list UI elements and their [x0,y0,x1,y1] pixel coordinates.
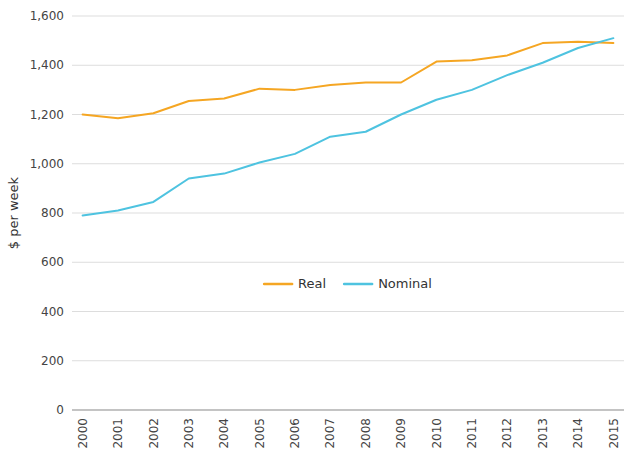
x-tick-label: 2014 [571,418,585,449]
x-tick-label: 2004 [217,418,231,449]
y-tick-label: 200 [41,354,64,368]
x-tick-label: 2006 [288,418,302,449]
grid-line [72,410,624,411]
legend-swatch [264,283,292,286]
legend-swatch [344,283,372,286]
grid-line [72,65,624,66]
legend-label: Real [298,276,326,291]
y-tick-label: 400 [41,305,64,319]
y-tick-label: 1,200 [30,108,64,122]
x-tick-label: 2001 [111,418,125,449]
grid-line [72,16,624,17]
x-axis: 2000 2001 2002 2003 2004 2005 2006 2007 2008 2009… [76,418,621,449]
grid-line [72,114,624,115]
x-axis-line [72,410,624,411]
grid-line [72,262,624,263]
x-tick-label: 2015 [607,418,621,449]
series-line [83,42,614,118]
y-axis: 0 200 400 600 800 1,000 1,200 1,400 1,600 [30,9,624,417]
x-tick-label: 2013 [536,418,550,449]
y-tick-label: 1,400 [30,58,64,72]
grid-line [72,163,624,164]
legend: Real Nominal [264,276,432,291]
x-tick-label: 2012 [500,418,514,449]
y-tick-label: 600 [41,255,64,269]
x-tick-label: 2009 [394,418,408,449]
legend-label: Nominal [378,276,432,291]
x-tick-label: 2008 [359,418,373,449]
x-tick-label: 2003 [182,418,196,449]
y-tick-label: 1,000 [30,157,64,171]
y-tick-label: 0 [56,403,64,417]
series-line [83,38,614,215]
y-tick-label: 800 [41,206,64,220]
x-tick-label: 2010 [430,418,444,449]
x-tick-label: 2000 [76,418,90,449]
x-tick-label: 2005 [253,418,267,449]
x-tick-label: 2007 [324,418,338,449]
x-tick-label: 2002 [147,418,161,449]
lines [83,38,614,215]
grid-line [72,213,624,214]
x-tick-label: 2011 [465,418,479,449]
y-axis-label: $ per week [6,176,21,249]
grid-line [72,360,624,361]
chart: 02004006008001,0001,2001,4001,6002000200… [0,0,640,462]
grid-line [72,311,624,312]
y-tick-label: 1,600 [30,9,64,23]
